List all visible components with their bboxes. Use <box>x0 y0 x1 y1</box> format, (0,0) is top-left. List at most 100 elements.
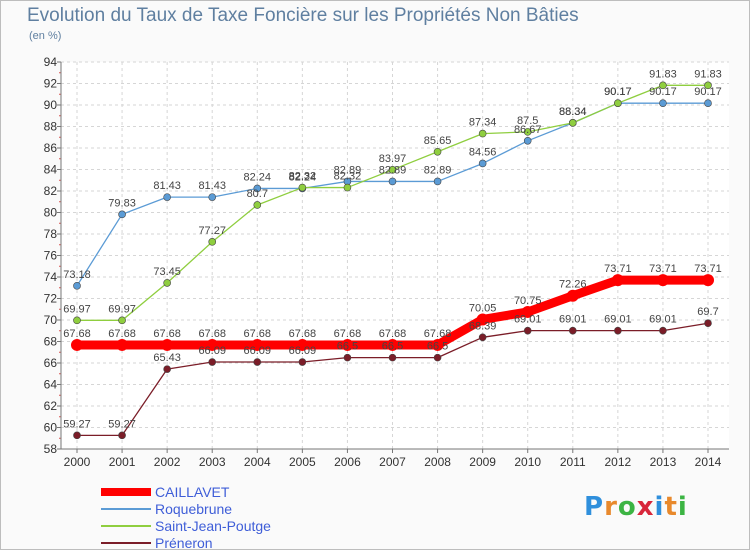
data-label-caillavet: 70.75 <box>514 295 542 307</box>
data-point-caillavet <box>566 289 579 302</box>
data-label-saint-jean-poutge: 91.83 <box>694 68 722 80</box>
data-label-roquebrune: 82.89 <box>334 164 362 176</box>
unit-label: (en %) <box>29 30 62 42</box>
data-point-caillavet <box>206 338 219 351</box>
data-point-pr-neron <box>568 326 577 335</box>
data-label-saint-jean-poutge: 77.27 <box>198 225 226 237</box>
data-point-roquebrune <box>208 193 217 201</box>
legend-swatch <box>101 488 151 496</box>
x-tick-label: 2004 <box>244 455 271 469</box>
data-label-roquebrune: 84.56 <box>469 146 497 158</box>
data-point-pr-neron <box>523 326 532 335</box>
data-label-caillavet: 67.68 <box>289 328 317 340</box>
data-label-saint-jean-poutge: 80.7 <box>247 188 268 200</box>
data-label-roquebrune: 82.89 <box>379 164 407 176</box>
data-label-roquebrune: 90.17 <box>604 86 632 98</box>
data-point-caillavet <box>161 338 174 351</box>
data-label-saint-jean-poutge: 88.34 <box>559 106 587 118</box>
data-point-pr-neron <box>163 365 171 373</box>
data-point-roquebrune <box>253 184 262 193</box>
y-tick-label: 58 <box>44 442 58 456</box>
data-point-roquebrune <box>704 99 712 107</box>
legend-swatch <box>101 542 151 544</box>
data-label-saint-jean-poutge: 82.32 <box>334 171 362 183</box>
data-point-pr-neron <box>118 431 126 440</box>
x-tick-label: 2014 <box>695 455 722 469</box>
data-label-caillavet: 67.68 <box>424 328 452 340</box>
data-point-caillavet <box>656 274 669 287</box>
data-label-saint-jean-poutge: 87.34 <box>469 117 497 129</box>
data-label-roquebrune: 82.24 <box>289 171 317 183</box>
data-point-saint-jean-poutge <box>614 99 622 107</box>
data-label-roquebrune: 79.83 <box>108 197 136 209</box>
data-point-saint-jean-poutge <box>253 201 262 209</box>
data-label-roquebrune: 82.24 <box>244 171 272 183</box>
data-point-pr-neron <box>614 326 622 335</box>
data-label-caillavet: 67.68 <box>63 328 91 340</box>
logo-letter: o <box>617 492 637 522</box>
y-tick-label: 68 <box>44 335 58 349</box>
y-tick-label: 94 <box>44 55 58 69</box>
x-tick-label: 2001 <box>109 455 136 469</box>
data-point-saint-jean-poutge <box>478 129 487 138</box>
data-point-roquebrune <box>163 193 171 201</box>
y-tick-label: 60 <box>44 421 58 435</box>
data-label-pr-neron: 66.5 <box>382 341 403 353</box>
y-tick-label: 74 <box>44 270 58 284</box>
data-label-saint-jean-poutge: 85.65 <box>424 135 452 147</box>
data-label-saint-jean-poutge: 91.83 <box>649 68 677 80</box>
data-label-pr-neron: 65.43 <box>153 352 181 364</box>
legend-label: Préneron <box>155 535 213 550</box>
y-tick-label: 86 <box>44 141 58 155</box>
x-tick-label: 2009 <box>469 455 496 469</box>
data-label-pr-neron: 66.09 <box>198 345 226 357</box>
data-point-saint-jean-poutge <box>388 166 397 174</box>
x-tick-label: 2002 <box>154 455 181 469</box>
plot-area <box>61 62 729 449</box>
x-tick-label: 2013 <box>650 455 677 469</box>
y-tick-label: 90 <box>44 98 58 112</box>
data-label-roquebrune: 81.43 <box>153 180 181 192</box>
x-tick-label: 2010 <box>514 455 541 469</box>
data-label-pr-neron: 66.09 <box>244 345 272 357</box>
data-label-roquebrune: 90.17 <box>694 86 722 98</box>
data-label-caillavet: 70.05 <box>469 302 497 314</box>
x-tick-label: 2012 <box>605 455 632 469</box>
data-point-caillavet <box>702 274 714 287</box>
data-label-caillavet: 72.26 <box>559 279 587 291</box>
y-tick-label: 88 <box>44 120 58 134</box>
data-label-caillavet: 67.68 <box>108 328 136 340</box>
data-point-saint-jean-poutge <box>433 147 442 156</box>
y-tick-label: 92 <box>44 77 58 91</box>
data-label-pr-neron: 66.09 <box>289 345 317 357</box>
data-label-pr-neron: 59.27 <box>63 418 91 430</box>
data-point-roquebrune <box>433 177 442 186</box>
data-point-pr-neron <box>433 353 442 362</box>
data-point-caillavet <box>341 338 354 351</box>
y-tick-label: 76 <box>44 249 58 263</box>
data-label-saint-jean-poutge: 87.5 <box>517 115 538 127</box>
legend-swatch <box>101 508 151 510</box>
logo-letter: x <box>636 492 655 522</box>
logo-letter: i <box>677 492 688 522</box>
data-point-caillavet <box>611 274 624 287</box>
chart-title: Evolution du Taux de Taxe Foncière sur l… <box>27 5 579 26</box>
data-point-caillavet <box>71 338 83 351</box>
data-point-pr-neron <box>478 333 487 342</box>
logo-letter: P <box>584 492 605 522</box>
data-label-pr-neron: 69.01 <box>649 314 677 326</box>
data-label-caillavet: 67.68 <box>379 328 407 340</box>
data-point-caillavet <box>386 338 399 351</box>
data-label-caillavet: 73.71 <box>604 263 632 275</box>
data-label-saint-jean-poutge: 69.97 <box>108 303 136 315</box>
data-label-pr-neron: 69.7 <box>697 306 718 318</box>
data-point-saint-jean-poutge <box>208 238 217 246</box>
y-tick-label: 82 <box>44 184 58 198</box>
data-point-pr-neron <box>704 319 712 328</box>
data-point-roquebrune <box>478 159 487 168</box>
data-label-caillavet: 67.68 <box>244 328 272 340</box>
data-label-roquebrune: 86.67 <box>514 124 542 136</box>
y-tick-label: 84 <box>44 163 58 177</box>
